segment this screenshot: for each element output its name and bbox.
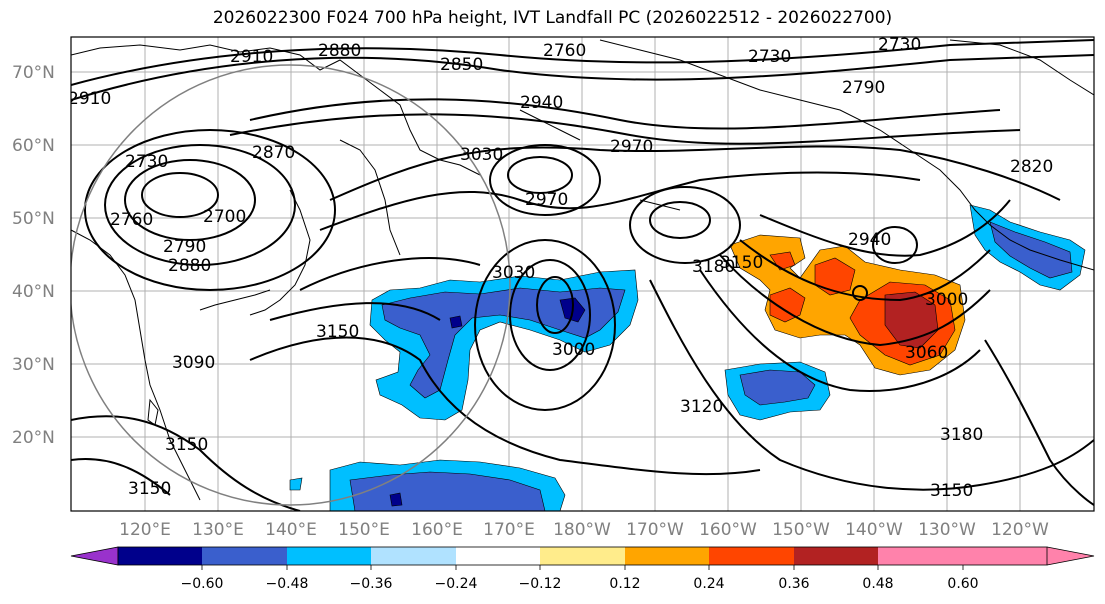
colorbar-segment xyxy=(287,547,371,565)
colorbar: −0.60 −0.48 −0.36 −0.24 −0.12 0.12 0.24 … xyxy=(70,546,1095,592)
colorbar-tick-label: 0.48 xyxy=(862,576,893,592)
colorbar-segment xyxy=(202,547,287,565)
contour-label: 2870 xyxy=(252,143,295,163)
contour-label: 2880 xyxy=(168,256,211,276)
colorbar-tick-label: −0.48 xyxy=(266,576,309,592)
coastlines xyxy=(71,39,1094,501)
colorbar-tick-label: −0.12 xyxy=(519,576,562,592)
contour-label: 2730 xyxy=(878,35,921,55)
colorbar-outline xyxy=(117,546,1048,566)
lat-label: 40°N xyxy=(12,282,55,302)
contour-label: 2880 xyxy=(318,41,361,61)
contour-label: 2790 xyxy=(842,78,885,98)
contour-label: 2730 xyxy=(748,47,791,67)
lon-label: 150°W xyxy=(772,520,830,540)
lon-label: 140°E xyxy=(265,520,317,540)
contour-labels: 2910 2880 2760 2730 2730 2910 2850 2940 … xyxy=(68,35,1053,501)
colorbar-arrow-right xyxy=(963,547,1094,565)
colorbar-segment xyxy=(540,547,625,565)
colorbar-segment xyxy=(709,547,794,565)
colorbar-tick-label: 0.36 xyxy=(778,576,809,592)
latitude-labels: 70°N 60°N 50°N 40°N 30°N 20°N xyxy=(12,63,55,448)
lat-label: 60°N xyxy=(12,136,55,156)
lon-label: 160°E xyxy=(411,520,463,540)
lon-label: 170°E xyxy=(483,520,535,540)
contour-label: 2760 xyxy=(110,210,153,230)
contour-label: 3180 xyxy=(940,425,983,445)
contour-label: 2910 xyxy=(230,47,273,67)
lon-label: 170°W xyxy=(626,520,684,540)
colorbar-segment xyxy=(878,547,963,565)
colorbar-arrow-outline xyxy=(1046,546,1095,566)
colorbar-tick-label: −0.24 xyxy=(435,576,478,592)
lon-label: 130°W xyxy=(918,520,976,540)
contour-label: 3030 xyxy=(460,145,503,165)
contour-label: 2820 xyxy=(1010,157,1053,177)
contour-label: 2940 xyxy=(848,230,891,250)
colorbar-tick-label: 0.24 xyxy=(693,576,724,592)
lon-label: 130°E xyxy=(192,520,244,540)
lat-label: 30°N xyxy=(12,355,55,375)
contour-label: 3150 xyxy=(930,481,973,501)
colorbar-tick-label: −0.60 xyxy=(181,576,224,592)
colorbar-arrow-left xyxy=(70,546,119,566)
contour-label: 3000 xyxy=(552,340,595,360)
contour-label: 2970 xyxy=(610,137,653,157)
contour-label: 3030 xyxy=(492,263,535,283)
lon-label: 140°W xyxy=(845,520,903,540)
lon-label: 150°E xyxy=(338,520,390,540)
contour-label: 3150 xyxy=(720,253,763,273)
contour-label: 2730 xyxy=(125,152,168,172)
reference-circle xyxy=(71,64,511,506)
contour-label: 2850 xyxy=(440,55,483,75)
contour-label: 2700 xyxy=(203,207,246,227)
lat-label: 50°N xyxy=(12,209,55,229)
lon-label: 120°E xyxy=(119,520,171,540)
lon-label: 160°W xyxy=(699,520,757,540)
colorbar-segment xyxy=(118,547,202,565)
contour-label: 2760 xyxy=(543,41,586,61)
contour-label: 3000 xyxy=(925,290,968,310)
height-contours xyxy=(71,39,1094,511)
contour-label: 2910 xyxy=(68,89,111,109)
colorbar-segment xyxy=(794,547,878,565)
longitude-labels: 120°E 130°E 140°E 150°E 160°E 170°E 180°… xyxy=(119,520,1049,540)
contour-label: 3150 xyxy=(165,435,208,455)
lat-label: 70°N xyxy=(12,63,55,83)
colorbar-segment xyxy=(371,547,456,565)
colorbar-tick-label: 0.60 xyxy=(947,576,978,592)
colorbar-segment xyxy=(625,547,709,565)
lat-label: 20°N xyxy=(12,428,55,448)
ivt-negative-shading xyxy=(289,204,1086,511)
contour-label: 3120 xyxy=(680,397,723,417)
contour-label: 2940 xyxy=(520,93,563,113)
lon-label: 120°W xyxy=(991,520,1049,540)
colorbar-tick-label: 0.12 xyxy=(609,576,640,592)
contour-label: 3090 xyxy=(172,353,215,373)
contour-label: 3180 xyxy=(692,257,735,277)
map-title: 2026022300 F024 700 hPa height, IVT Land… xyxy=(212,8,893,28)
contour-label: 2970 xyxy=(525,190,568,210)
contour-label: 2790 xyxy=(163,237,206,257)
contour-label: 3060 xyxy=(905,343,948,363)
map-border xyxy=(70,36,1095,512)
lon-label: 180°W xyxy=(553,520,611,540)
contour-label: 3150 xyxy=(128,479,171,499)
colorbar-segment xyxy=(456,547,540,565)
colorbar-tick-label: −0.36 xyxy=(350,576,393,592)
contour-label: 3150 xyxy=(316,322,359,342)
